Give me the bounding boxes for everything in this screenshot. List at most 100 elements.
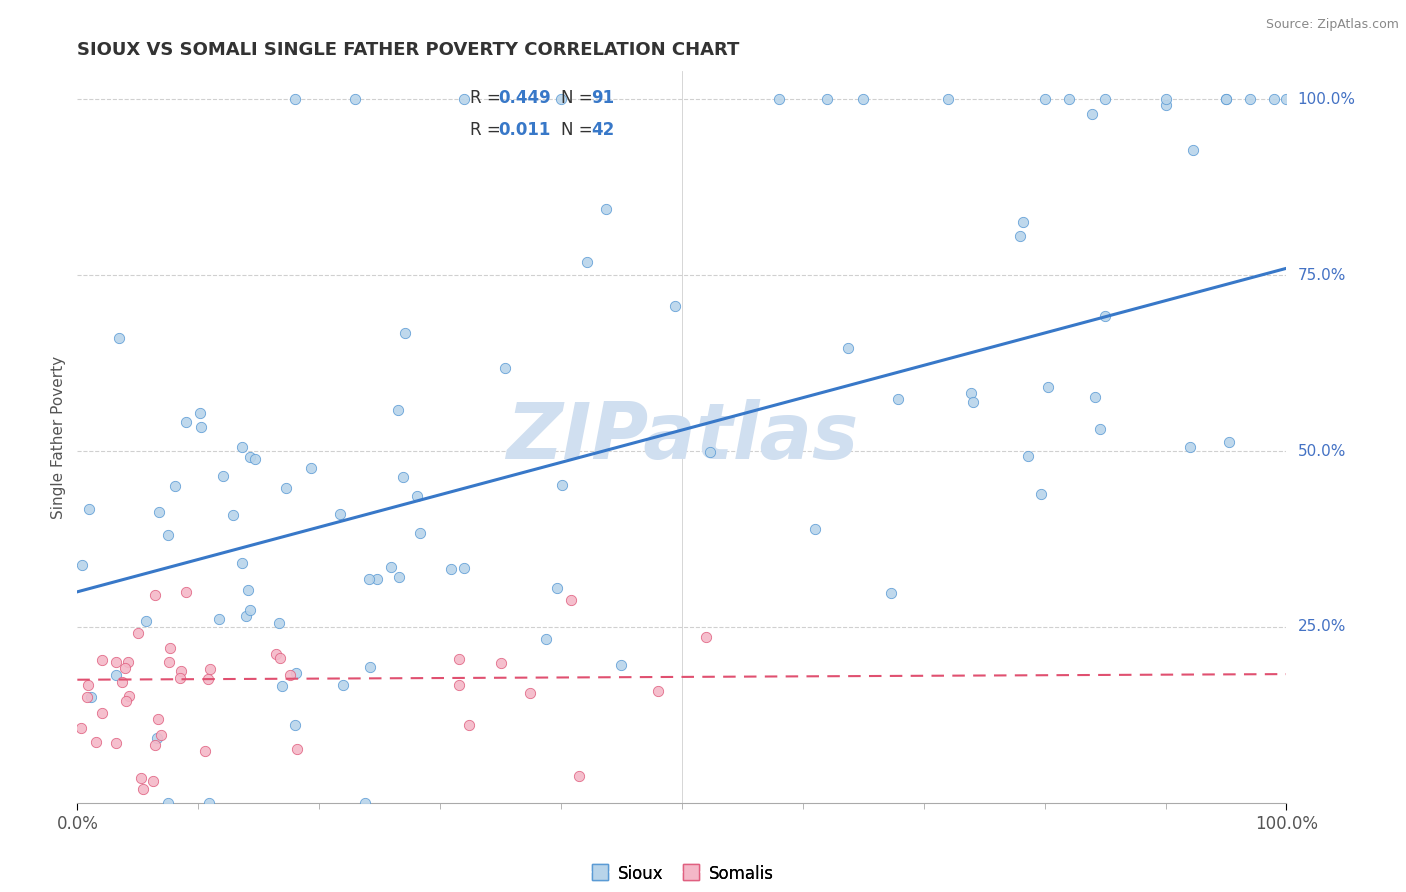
Point [550, 478, 572, 492]
Point [409, 526, 432, 541]
Point [118, 689, 141, 703]
Point [190, 420, 212, 434]
Point [962, 395, 984, 409]
Point [394, 326, 416, 340]
Point [174, 415, 197, 429]
Point [80, 690, 103, 704]
Point [111, 674, 134, 689]
Point [235, 609, 257, 624]
Point [391, 470, 413, 484]
Point [1154, 98, 1177, 112]
Point [1215, 93, 1237, 107]
Point [1057, 93, 1080, 107]
Point [1218, 435, 1240, 450]
Point [156, 528, 179, 542]
Point [135, 614, 157, 628]
Point [70, 721, 93, 735]
Point [194, 744, 217, 758]
Text: Source: ZipAtlas.com: Source: ZipAtlas.com [1265, 18, 1399, 31]
Point [284, 93, 307, 107]
Point [1178, 441, 1201, 455]
Point [1275, 93, 1298, 107]
Point [489, 656, 512, 670]
Point [1080, 107, 1102, 121]
Point [1038, 380, 1060, 394]
Point [568, 769, 591, 783]
Point [1084, 390, 1107, 404]
Point [91, 706, 114, 720]
Point [357, 572, 380, 586]
Point [936, 93, 959, 107]
Point [1239, 93, 1261, 107]
Point [117, 655, 139, 669]
Point [197, 796, 219, 810]
Point [269, 615, 291, 630]
Point [79, 501, 101, 516]
Text: 25.0%: 25.0% [1298, 619, 1346, 634]
Point [266, 647, 288, 661]
Point [380, 559, 402, 574]
Point [1215, 93, 1237, 107]
Point [1033, 93, 1056, 107]
Point [170, 664, 193, 678]
Y-axis label: Single Father Poverty: Single Father Poverty [51, 356, 66, 518]
Point [239, 603, 262, 617]
Text: SIOUX VS SOMALI SINGLE FATHER POVERTY CORRELATION CHART: SIOUX VS SOMALI SINGLE FATHER POVERTY CO… [77, 41, 740, 59]
Point [1088, 422, 1111, 436]
Text: R =: R = [470, 89, 501, 107]
Point [453, 561, 475, 575]
Point [143, 588, 166, 602]
Point [344, 93, 367, 107]
Point [239, 450, 262, 465]
Point [70, 558, 93, 572]
Text: 75.0%: 75.0% [1298, 268, 1346, 283]
Point [198, 662, 221, 676]
Point [163, 479, 186, 493]
Point [880, 586, 903, 600]
Point [388, 570, 411, 584]
Text: ZIPatlas: ZIPatlas [506, 399, 858, 475]
Point [534, 632, 557, 647]
Text: 42: 42 [592, 121, 614, 139]
Point [276, 481, 298, 495]
Point [595, 202, 617, 216]
Point [90, 653, 112, 667]
Point [610, 657, 633, 672]
Point [447, 678, 470, 692]
Point [494, 360, 516, 375]
Point [550, 93, 572, 107]
Point [353, 796, 375, 810]
Legend: Sioux, Somalis: Sioux, Somalis [583, 858, 780, 889]
Point [1263, 93, 1285, 107]
Point [886, 392, 908, 407]
Point [852, 93, 875, 107]
Point [197, 672, 219, 686]
Point [575, 254, 598, 268]
Point [815, 93, 838, 107]
Point [1010, 228, 1032, 243]
Point [285, 666, 308, 681]
Point [285, 741, 308, 756]
Point [280, 668, 302, 682]
Point [105, 668, 128, 682]
Point [664, 299, 686, 313]
Point [1094, 93, 1116, 107]
Text: R =: R = [470, 121, 501, 139]
Text: 0.011: 0.011 [498, 121, 551, 139]
Point [157, 796, 180, 810]
Point [77, 678, 100, 692]
Point [86, 735, 108, 749]
Point [131, 771, 153, 785]
Point [299, 461, 322, 475]
Point [449, 651, 471, 665]
Point [457, 718, 479, 732]
Point [560, 592, 582, 607]
Point [271, 679, 294, 693]
Point [768, 93, 790, 107]
Point [108, 331, 131, 345]
Point [115, 694, 138, 708]
Point [1094, 310, 1116, 324]
Point [1012, 214, 1035, 228]
Text: N =: N = [561, 121, 592, 139]
Point [243, 451, 266, 466]
